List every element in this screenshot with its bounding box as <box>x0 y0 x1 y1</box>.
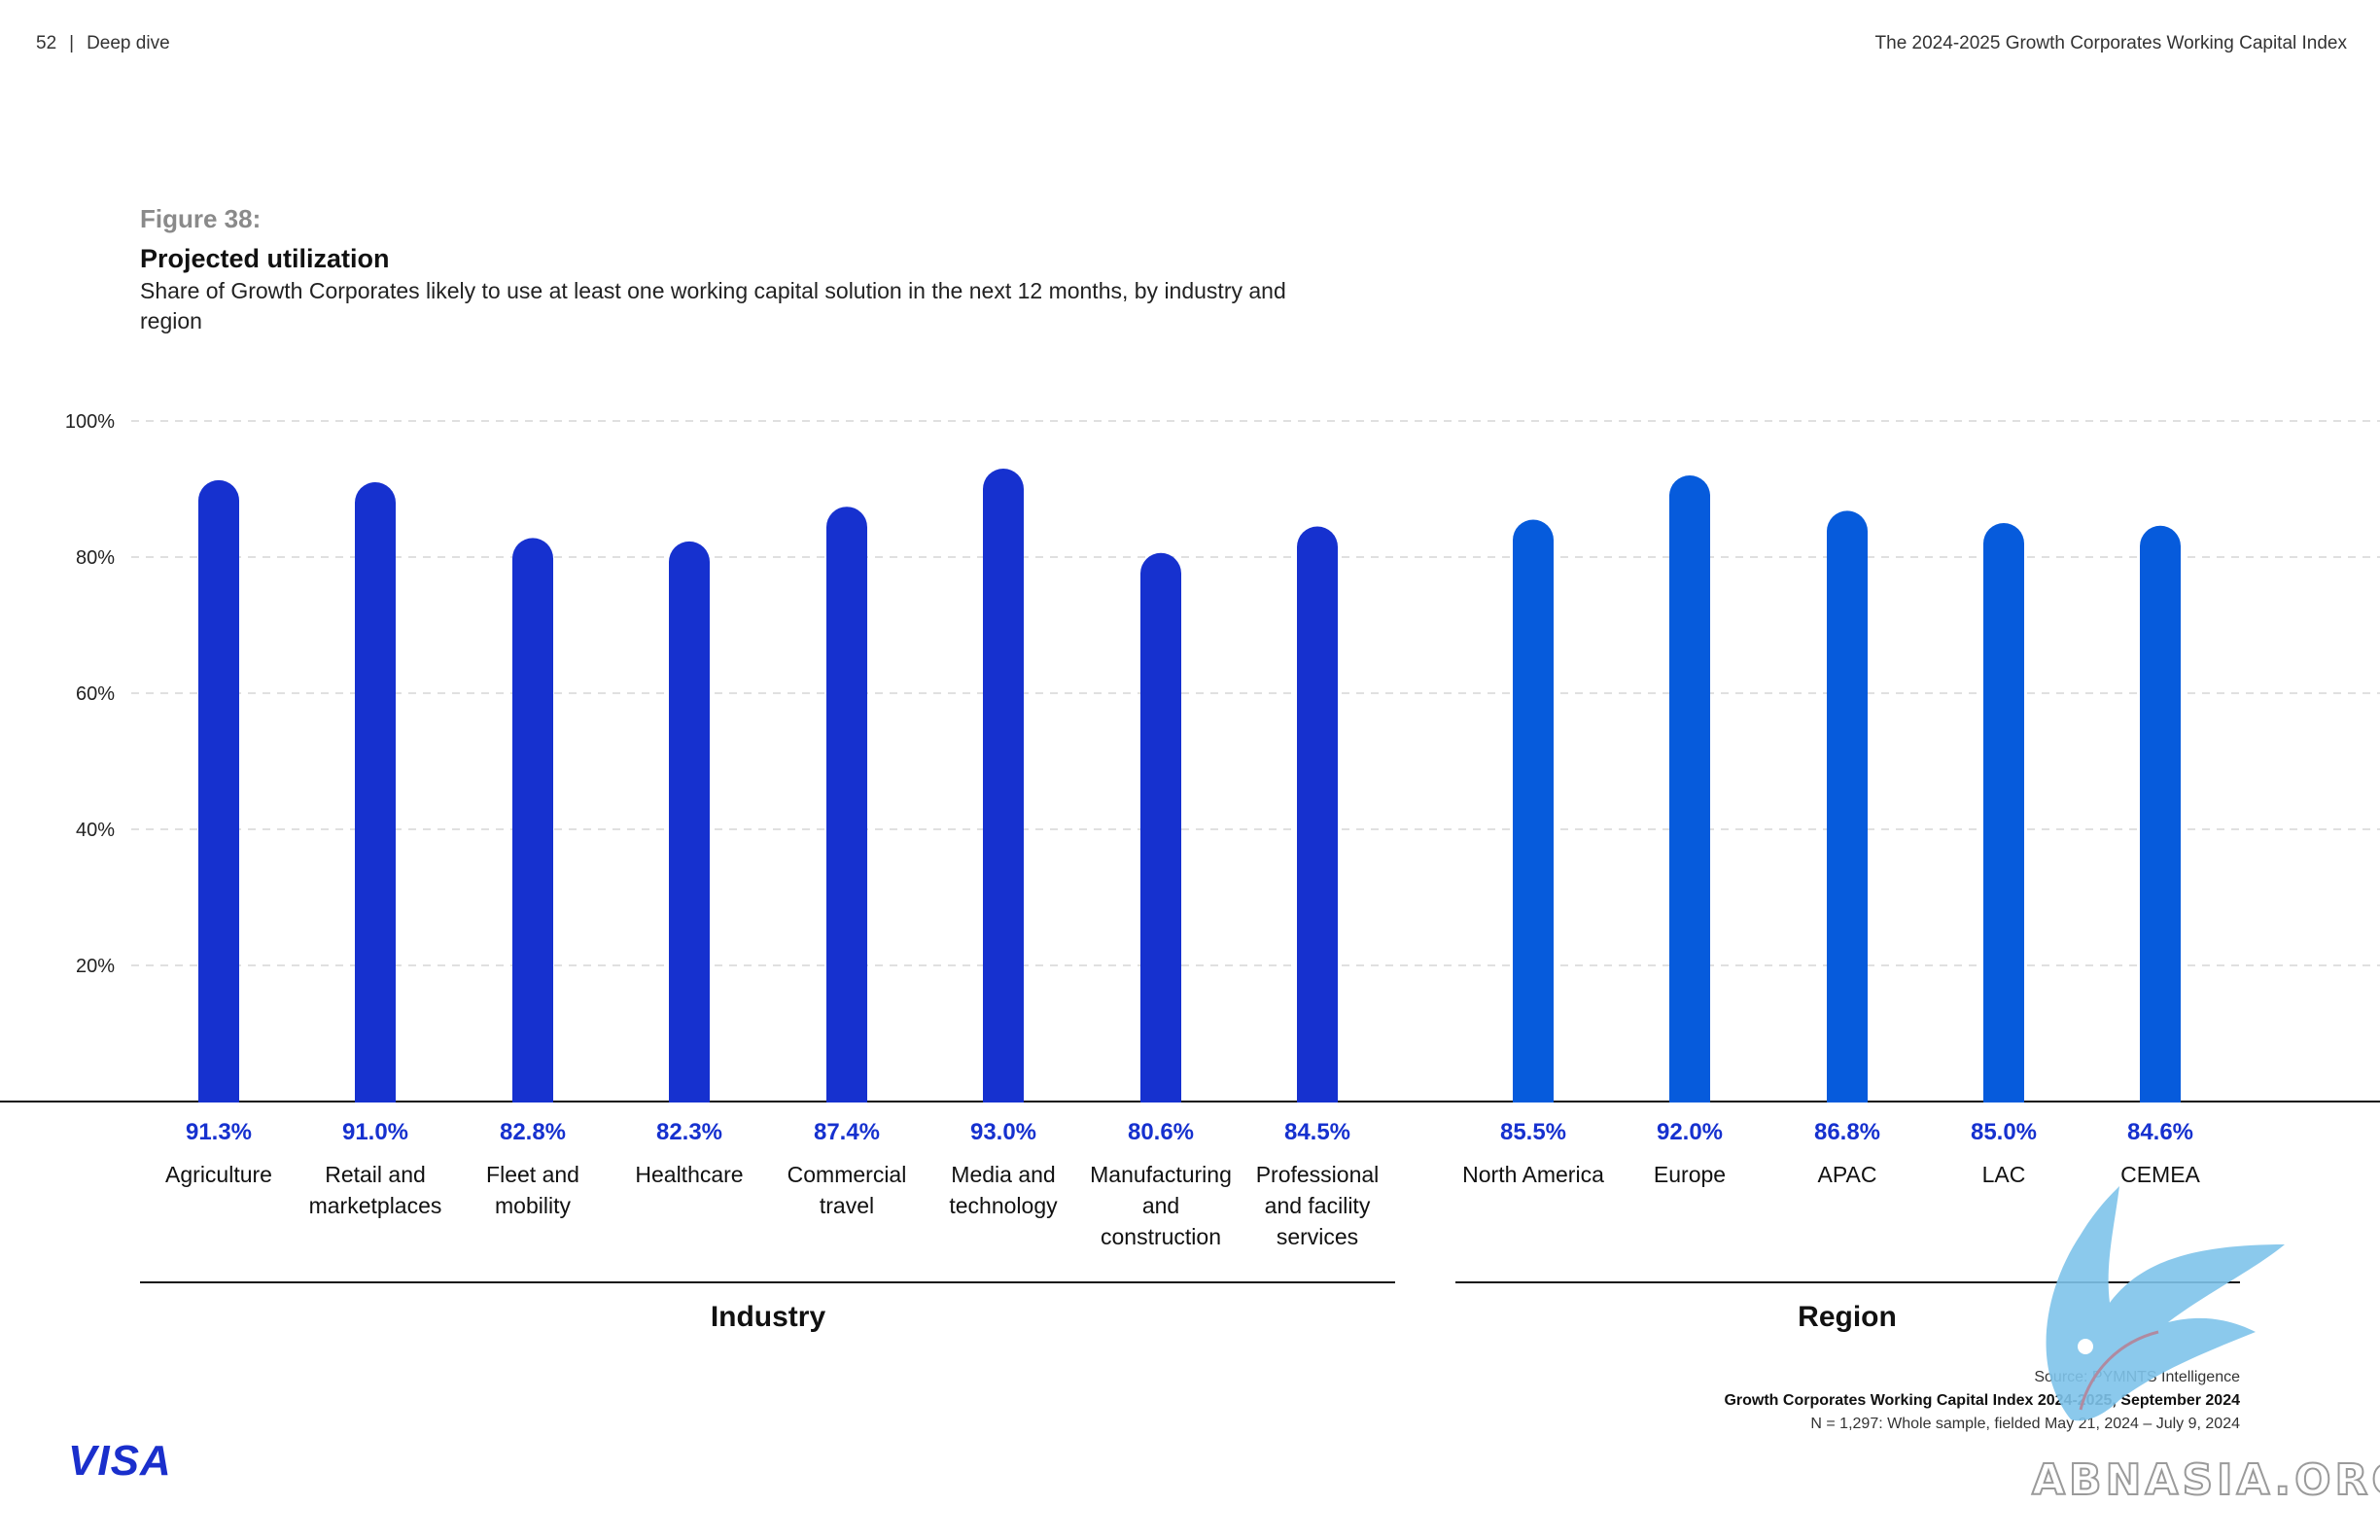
bar <box>2140 525 2181 1122</box>
bar-base-mask <box>1668 1102 1711 1125</box>
bar <box>1513 519 1554 1122</box>
section-name: Deep dive <box>87 33 170 53</box>
bar <box>983 469 1024 1122</box>
bar-base-mask <box>668 1102 711 1125</box>
data-label: 91.3% <box>186 1119 252 1145</box>
category-label: Agriculture <box>165 1162 272 1187</box>
data-label: 84.5% <box>1284 1119 1350 1145</box>
data-label: 93.0% <box>970 1119 1036 1145</box>
y-tick-label: 40% <box>76 820 115 841</box>
category-label: Fleet and <box>486 1162 579 1187</box>
category-label: Manufacturing <box>1090 1162 1232 1187</box>
y-tick-label: 100% <box>65 411 115 433</box>
bar-base-mask <box>982 1102 1025 1125</box>
bar-base-mask <box>1826 1102 1869 1125</box>
data-label: 82.3% <box>656 1119 722 1145</box>
category-label: LAC <box>1982 1162 2026 1187</box>
category-label: Europe <box>1654 1162 1726 1187</box>
bar <box>1669 475 1710 1122</box>
bar <box>512 538 553 1122</box>
category-label: mobility <box>495 1193 571 1218</box>
watermark-text: ABNASIA.ORG <box>2031 1454 2380 1506</box>
bar <box>1983 523 2024 1122</box>
bar-base-mask <box>1982 1102 2025 1125</box>
source-sample: N = 1,297: Whole sample, fielded May 21,… <box>1810 1416 2240 1432</box>
bar <box>669 541 710 1122</box>
category-label: APAC <box>1818 1162 1877 1187</box>
bar-chart: 20% 40% 60% 80% 100% 91.3% Agriculture 91.0% Ret… <box>0 411 2380 1283</box>
bar-base-mask <box>1296 1102 1339 1125</box>
bar <box>198 479 239 1122</box>
bar-base-mask <box>1512 1102 1555 1125</box>
category-label: Healthcare <box>635 1162 743 1187</box>
bar <box>1827 510 1868 1122</box>
bar <box>1140 552 1181 1122</box>
category-label: Professional <box>1256 1162 1380 1187</box>
bar-base-mask <box>825 1102 868 1125</box>
data-label: 84.6% <box>2127 1119 2193 1145</box>
category-label: and <box>1142 1193 1179 1218</box>
data-label: 92.0% <box>1657 1119 1723 1145</box>
bar-base-mask <box>354 1102 397 1125</box>
data-label: 85.0% <box>1971 1119 2037 1145</box>
header-separator: | <box>69 33 75 53</box>
y-tick-label: 60% <box>76 683 115 705</box>
report-title: The 2024-2025 Growth Corporates Working … <box>1874 33 2347 53</box>
bar-base-mask <box>1139 1102 1182 1125</box>
category-label: Media and <box>951 1162 1055 1187</box>
bar-base-mask <box>197 1102 240 1125</box>
category-label: Commercial <box>788 1162 907 1187</box>
figure-label: Figure 38: <box>140 204 262 233</box>
category-label: marketplaces <box>309 1193 442 1218</box>
bar <box>355 482 396 1122</box>
category-label: North America <box>1462 1162 1604 1187</box>
watermark-bird-logo <box>2046 1186 2285 1421</box>
y-tick-label: 20% <box>76 956 115 977</box>
category-label: technology <box>949 1193 1058 1218</box>
y-tick-label: 80% <box>76 547 115 569</box>
data-label: 82.8% <box>500 1119 566 1145</box>
category-label: and facility <box>1265 1193 1371 1218</box>
figure-title: Projected utilization <box>140 244 390 273</box>
group-title-industry: Industry <box>710 1301 826 1333</box>
visa-logo: VISA <box>68 1437 172 1485</box>
category-label: travel <box>820 1193 874 1218</box>
data-label: 86.8% <box>1814 1119 1880 1145</box>
data-label: 87.4% <box>814 1119 880 1145</box>
figure-subtitle: Share of Growth Corporates likely to use… <box>140 278 1286 333</box>
category-label: CEMEA <box>2120 1162 2200 1187</box>
bar <box>1297 526 1338 1122</box>
data-label: 80.6% <box>1128 1119 1194 1145</box>
page-header-left: 52 | Deep dive <box>36 33 170 54</box>
bar <box>826 507 867 1122</box>
data-label: 85.5% <box>1500 1119 1566 1145</box>
bar-base-mask <box>2139 1102 2182 1125</box>
category-label: Retail and <box>325 1162 426 1187</box>
page-number: 52 <box>36 33 57 53</box>
bar-base-mask <box>511 1102 554 1125</box>
category-label: construction <box>1101 1224 1221 1249</box>
group-title-region: Region <box>1798 1301 1897 1333</box>
category-label: services <box>1277 1224 1358 1249</box>
data-label: 91.0% <box>342 1119 408 1145</box>
